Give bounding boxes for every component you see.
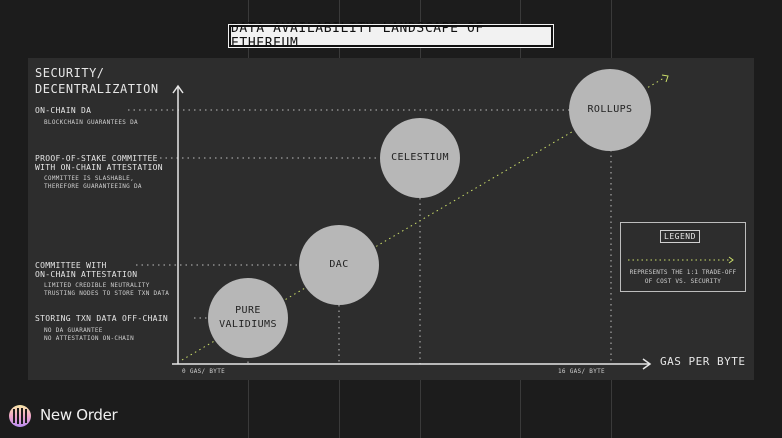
x-tick-label: 16 GAS/ BYTE xyxy=(558,368,605,375)
legend-box xyxy=(620,222,746,292)
page-title: DATA AVAILABILITY LANDSCAPE OF ETHEREUM xyxy=(228,21,554,51)
new-order-logo-icon xyxy=(9,405,31,427)
level-description: LIMITED CREDIBLE NEUTRALITY TRUSTING NOD… xyxy=(44,282,170,297)
bubble-rollups: ROLLUPS xyxy=(569,69,651,151)
x-axis-title: GAS PER BYTE xyxy=(660,355,746,368)
y-axis-title: SECURITY/ DECENTRALIZATION xyxy=(35,66,159,96)
x-axis-arrow xyxy=(642,358,652,370)
level-title: STORING TXN DATA OFF-CHAIN xyxy=(35,314,169,323)
bubble-pure-validiums: PURE VALIDIUMS xyxy=(208,278,288,358)
level-title: PROOF-OF-STAKE COMMITTEE WITH ON-CHAIN A… xyxy=(35,154,163,172)
level-description: NO DA GUARANTEE NO ATTESTATION ON-CHAIN xyxy=(44,327,134,342)
legend-text: REPRESENTS THE 1:1 TRADE-OFF OF COST VS.… xyxy=(629,269,737,285)
bubble-dac: DAC xyxy=(299,225,379,305)
legend-title: LEGEND xyxy=(660,230,700,243)
level-description: BLOCKCHAIN GUARANTEES DA xyxy=(44,119,138,126)
bubble-celestium: CELESTIUM xyxy=(380,118,460,198)
level-title: COMMITTEE WITH ON-CHAIN ATTESTATION xyxy=(35,261,138,279)
trade-off-arrow xyxy=(661,74,669,83)
brand-name: New Order xyxy=(40,406,118,424)
x-tick-label: 0 GAS/ BYTE xyxy=(182,368,226,375)
legend-arrow xyxy=(728,256,734,264)
level-title: ON-CHAIN DA xyxy=(35,106,92,115)
level-description: COMMITTEE IS SLASHABLE, THEREFORE GUARAN… xyxy=(44,175,142,190)
y-axis-arrow xyxy=(172,84,184,94)
